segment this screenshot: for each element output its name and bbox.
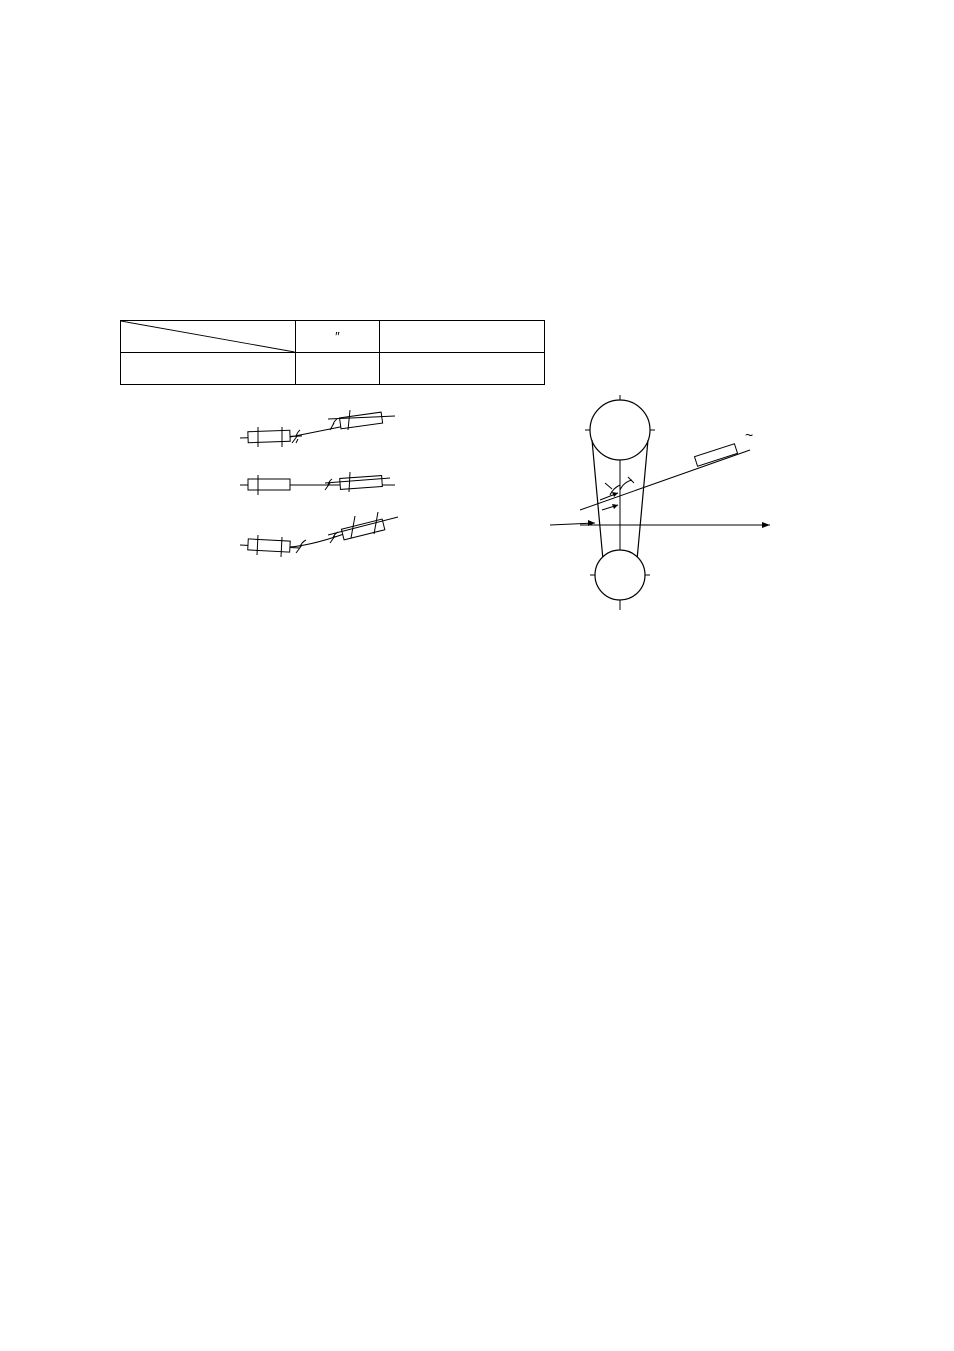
page-content: ″: [120, 320, 834, 625]
table-cell-header-empty: [380, 321, 545, 353]
header-symbol-text: ″: [335, 329, 340, 344]
diagram-row-3: [240, 512, 398, 557]
table-cell-empty: [295, 353, 380, 385]
table-cell-empty: [121, 353, 296, 385]
table-cell-header-diagonal: [121, 321, 296, 353]
diagram-row-2: [240, 472, 395, 495]
tilde-label: ~: [745, 427, 753, 443]
pulley-diagram-icon: ~: [550, 395, 810, 625]
table-row: [121, 353, 545, 385]
diagonal-line-icon: [121, 321, 295, 352]
data-table: ″: [120, 320, 545, 385]
table-cell-header-symbol: ″: [295, 321, 380, 353]
diagram-row-1: [240, 410, 395, 447]
angle-diagrams-icon: [240, 405, 440, 605]
table-cell-empty: [380, 353, 545, 385]
left-diagrams-group: [240, 405, 420, 610]
table-row: ″: [121, 321, 545, 353]
right-diagram-group: ~: [550, 395, 770, 630]
diagrams-container: ~: [120, 405, 834, 625]
